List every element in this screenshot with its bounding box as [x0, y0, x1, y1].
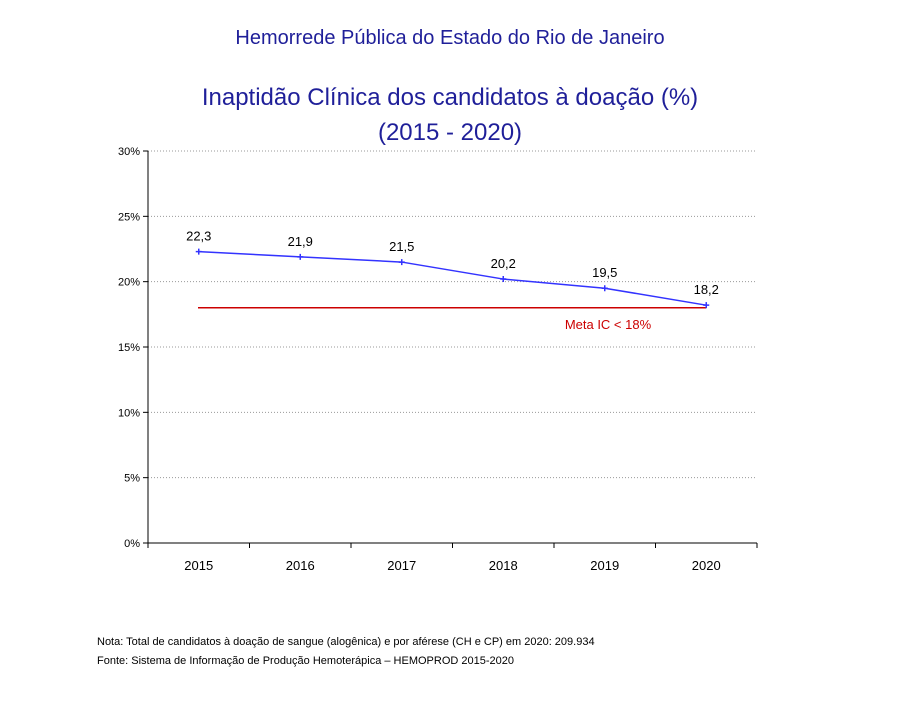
y-tick-label: 0% [124, 538, 140, 550]
target-line-label: Meta IC < 18% [565, 317, 652, 332]
data-point [703, 302, 710, 309]
data-label: 21,5 [389, 239, 414, 254]
chart-title: Inaptidão Clínica dos candidatos à doaçã… [201, 84, 699, 111]
data-label: 19,5 [592, 265, 617, 280]
footnote-note: Nota: Total de candidatos à doação de sa… [97, 636, 595, 648]
data-point [195, 248, 202, 255]
organization-title: Hemorrede Pública do Estado do Rio de Ja… [235, 27, 665, 49]
data-label: 18,2 [694, 282, 719, 297]
x-tick-label: 2016 [286, 558, 315, 573]
data-label: 20,2 [491, 256, 516, 271]
data-point [601, 285, 608, 292]
footnote-source: Fonte: Sistema de Informação de Produção… [97, 655, 514, 667]
x-tick-label: 2018 [489, 558, 518, 573]
y-tick-label: 15% [118, 342, 140, 354]
y-tick-label: 5% [124, 473, 140, 485]
x-tick-label: 2020 [692, 558, 721, 573]
data-point [500, 276, 507, 283]
y-tick-label: 20% [118, 277, 140, 289]
data-point [398, 259, 405, 266]
chart-subtitle: (2015 - 2020) [377, 119, 523, 146]
series-line [198, 250, 707, 306]
y-tick-label: 25% [118, 211, 140, 223]
x-tick-label: 2015 [184, 558, 213, 573]
y-tick-label: 30% [118, 146, 140, 158]
data-label: 21,9 [288, 234, 313, 249]
y-tick-label: 10% [118, 407, 140, 419]
data-label: 22,3 [186, 229, 211, 244]
data-point [297, 253, 304, 260]
x-tick-label: 2017 [387, 558, 416, 573]
x-tick-label: 2019 [590, 558, 619, 573]
